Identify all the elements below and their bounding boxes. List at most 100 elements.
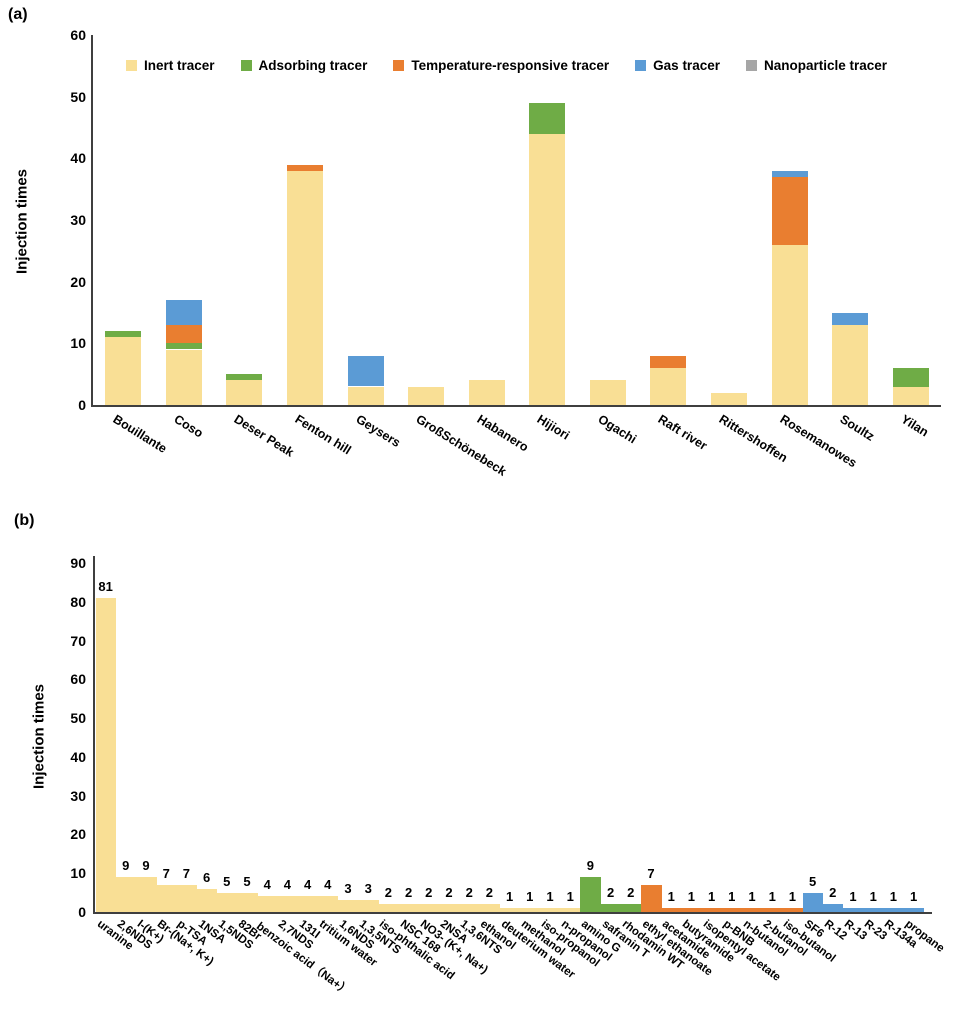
inert-swatch-icon: [126, 60, 137, 71]
bar-segment-inert: [711, 392, 747, 405]
bar-segment-inert: [408, 386, 445, 405]
panel-b-label: (b): [14, 512, 35, 529]
y-tick-label: 80: [70, 593, 86, 610]
bar-segment-inert: [347, 386, 384, 405]
y-tick-label: 90: [70, 555, 86, 571]
value-label: 2: [606, 885, 615, 901]
y-axis-line: [91, 35, 93, 407]
value-label: 1: [849, 889, 857, 905]
category-label: Coso: [171, 412, 206, 441]
legend: Inert tracer Adsorbing tracer Temperature-…: [126, 58, 887, 73]
bar-temperature: [762, 908, 783, 912]
y-tick-label: 0: [78, 904, 86, 920]
bar-gas: [842, 908, 864, 912]
value-label: 9: [142, 858, 150, 874]
bar-inert: [560, 908, 581, 912]
category-label: Yilan: [898, 412, 931, 440]
bar-temperature: [741, 908, 763, 912]
bar-temperature: [782, 908, 803, 912]
bar-segment-gas: [832, 312, 869, 325]
bar-inert: [358, 900, 379, 912]
chart-b-y-axis-title: Injection times: [30, 683, 48, 790]
bar-segment-inert: [287, 170, 323, 405]
bar-segment-adsorbing: [105, 331, 142, 338]
value-label: 1: [748, 889, 756, 905]
nanoparticle-swatch-icon: [745, 60, 757, 71]
value-label: 1: [768, 889, 776, 905]
value-label: 4: [263, 877, 271, 893]
value-label: 2: [404, 885, 413, 901]
bar-segment-temperature: [287, 164, 323, 171]
bar-inert: [337, 900, 359, 912]
bar-segment-gas: [771, 170, 808, 177]
bar-inert: [196, 888, 218, 912]
bar-gas: [822, 904, 844, 912]
value-label: 6: [202, 869, 211, 885]
bar-segment-inert: [771, 244, 808, 405]
category-label: Deser Peak: [232, 412, 297, 460]
value-label: 3: [344, 881, 352, 897]
chart-a-y-axis-title: Injection times: [13, 168, 31, 275]
y-tick-label: 50: [70, 88, 86, 105]
bar-gas: [802, 892, 824, 912]
bar-temperature: [701, 908, 723, 912]
bar-adsorbing: [620, 904, 642, 912]
legend-label: Temperature-responsive tracer: [411, 58, 610, 73]
value-label: 1: [707, 889, 716, 905]
bar-inert: [236, 892, 258, 912]
legend-item: Nanoparticle tracer: [745, 58, 888, 73]
bar-segment-inert: [589, 380, 626, 405]
bar-inert: [115, 877, 137, 912]
x-axis-line: [91, 405, 941, 407]
value-label: 4: [283, 877, 291, 893]
y-tick-label: 50: [70, 710, 86, 727]
value-label: 9: [122, 858, 130, 874]
value-label: 1: [909, 889, 918, 905]
bar-segment-adsorbing: [165, 343, 202, 350]
bar-inert: [459, 904, 480, 912]
legend-label: Adsorbing tracer: [258, 58, 368, 73]
value-label: 5: [223, 873, 231, 889]
category-label: Hijiori: [534, 412, 573, 443]
category-label: Geysers: [353, 412, 403, 451]
y-tick-label: 20: [70, 826, 86, 843]
legend-label: Gas tracer: [653, 58, 720, 73]
value-label: 9: [586, 858, 594, 874]
y-tick-label: 0: [78, 397, 86, 413]
adsorbing-swatch-icon: [240, 60, 252, 71]
bar-segment-temperature: [165, 324, 202, 344]
value-label: 1: [728, 889, 736, 905]
bar-gas: [863, 908, 884, 912]
bar-inert: [257, 896, 278, 912]
value-label: 1: [505, 889, 514, 905]
bar-segment-temperature: [771, 176, 808, 245]
bar-segment-adsorbing: [892, 368, 929, 387]
bar-inert: [519, 908, 541, 912]
bar-segment-inert: [468, 380, 505, 405]
bar-temperature: [640, 884, 662, 912]
y-tick-label: 60: [70, 671, 86, 688]
value-label: 5: [808, 873, 817, 889]
value-label: 1: [687, 889, 695, 905]
value-label: 81: [98, 578, 113, 594]
y-tick-label: 30: [70, 212, 86, 228]
panel-a-label: (a): [8, 6, 28, 23]
legend-label: Nanoparticle tracer: [763, 58, 888, 73]
bar-inert: [539, 908, 561, 912]
legend-item: Adsorbing tracer: [240, 58, 368, 73]
bar-inert: [95, 597, 117, 912]
bar-inert: [499, 908, 521, 912]
bar-segment-gas: [165, 300, 202, 325]
y-tick-label: 40: [70, 150, 86, 167]
bar-segment-adsorbing: [529, 102, 566, 134]
bar-inert: [378, 904, 399, 912]
category-label: Fenton hill: [292, 412, 354, 458]
bar-temperature: [661, 908, 682, 912]
value-label: 4: [303, 877, 312, 893]
legend-item: Inert tracer: [126, 58, 215, 73]
value-label: 1: [667, 889, 675, 905]
value-label: 2: [627, 885, 635, 901]
bar-inert: [418, 904, 440, 912]
bar-inert: [135, 877, 157, 912]
